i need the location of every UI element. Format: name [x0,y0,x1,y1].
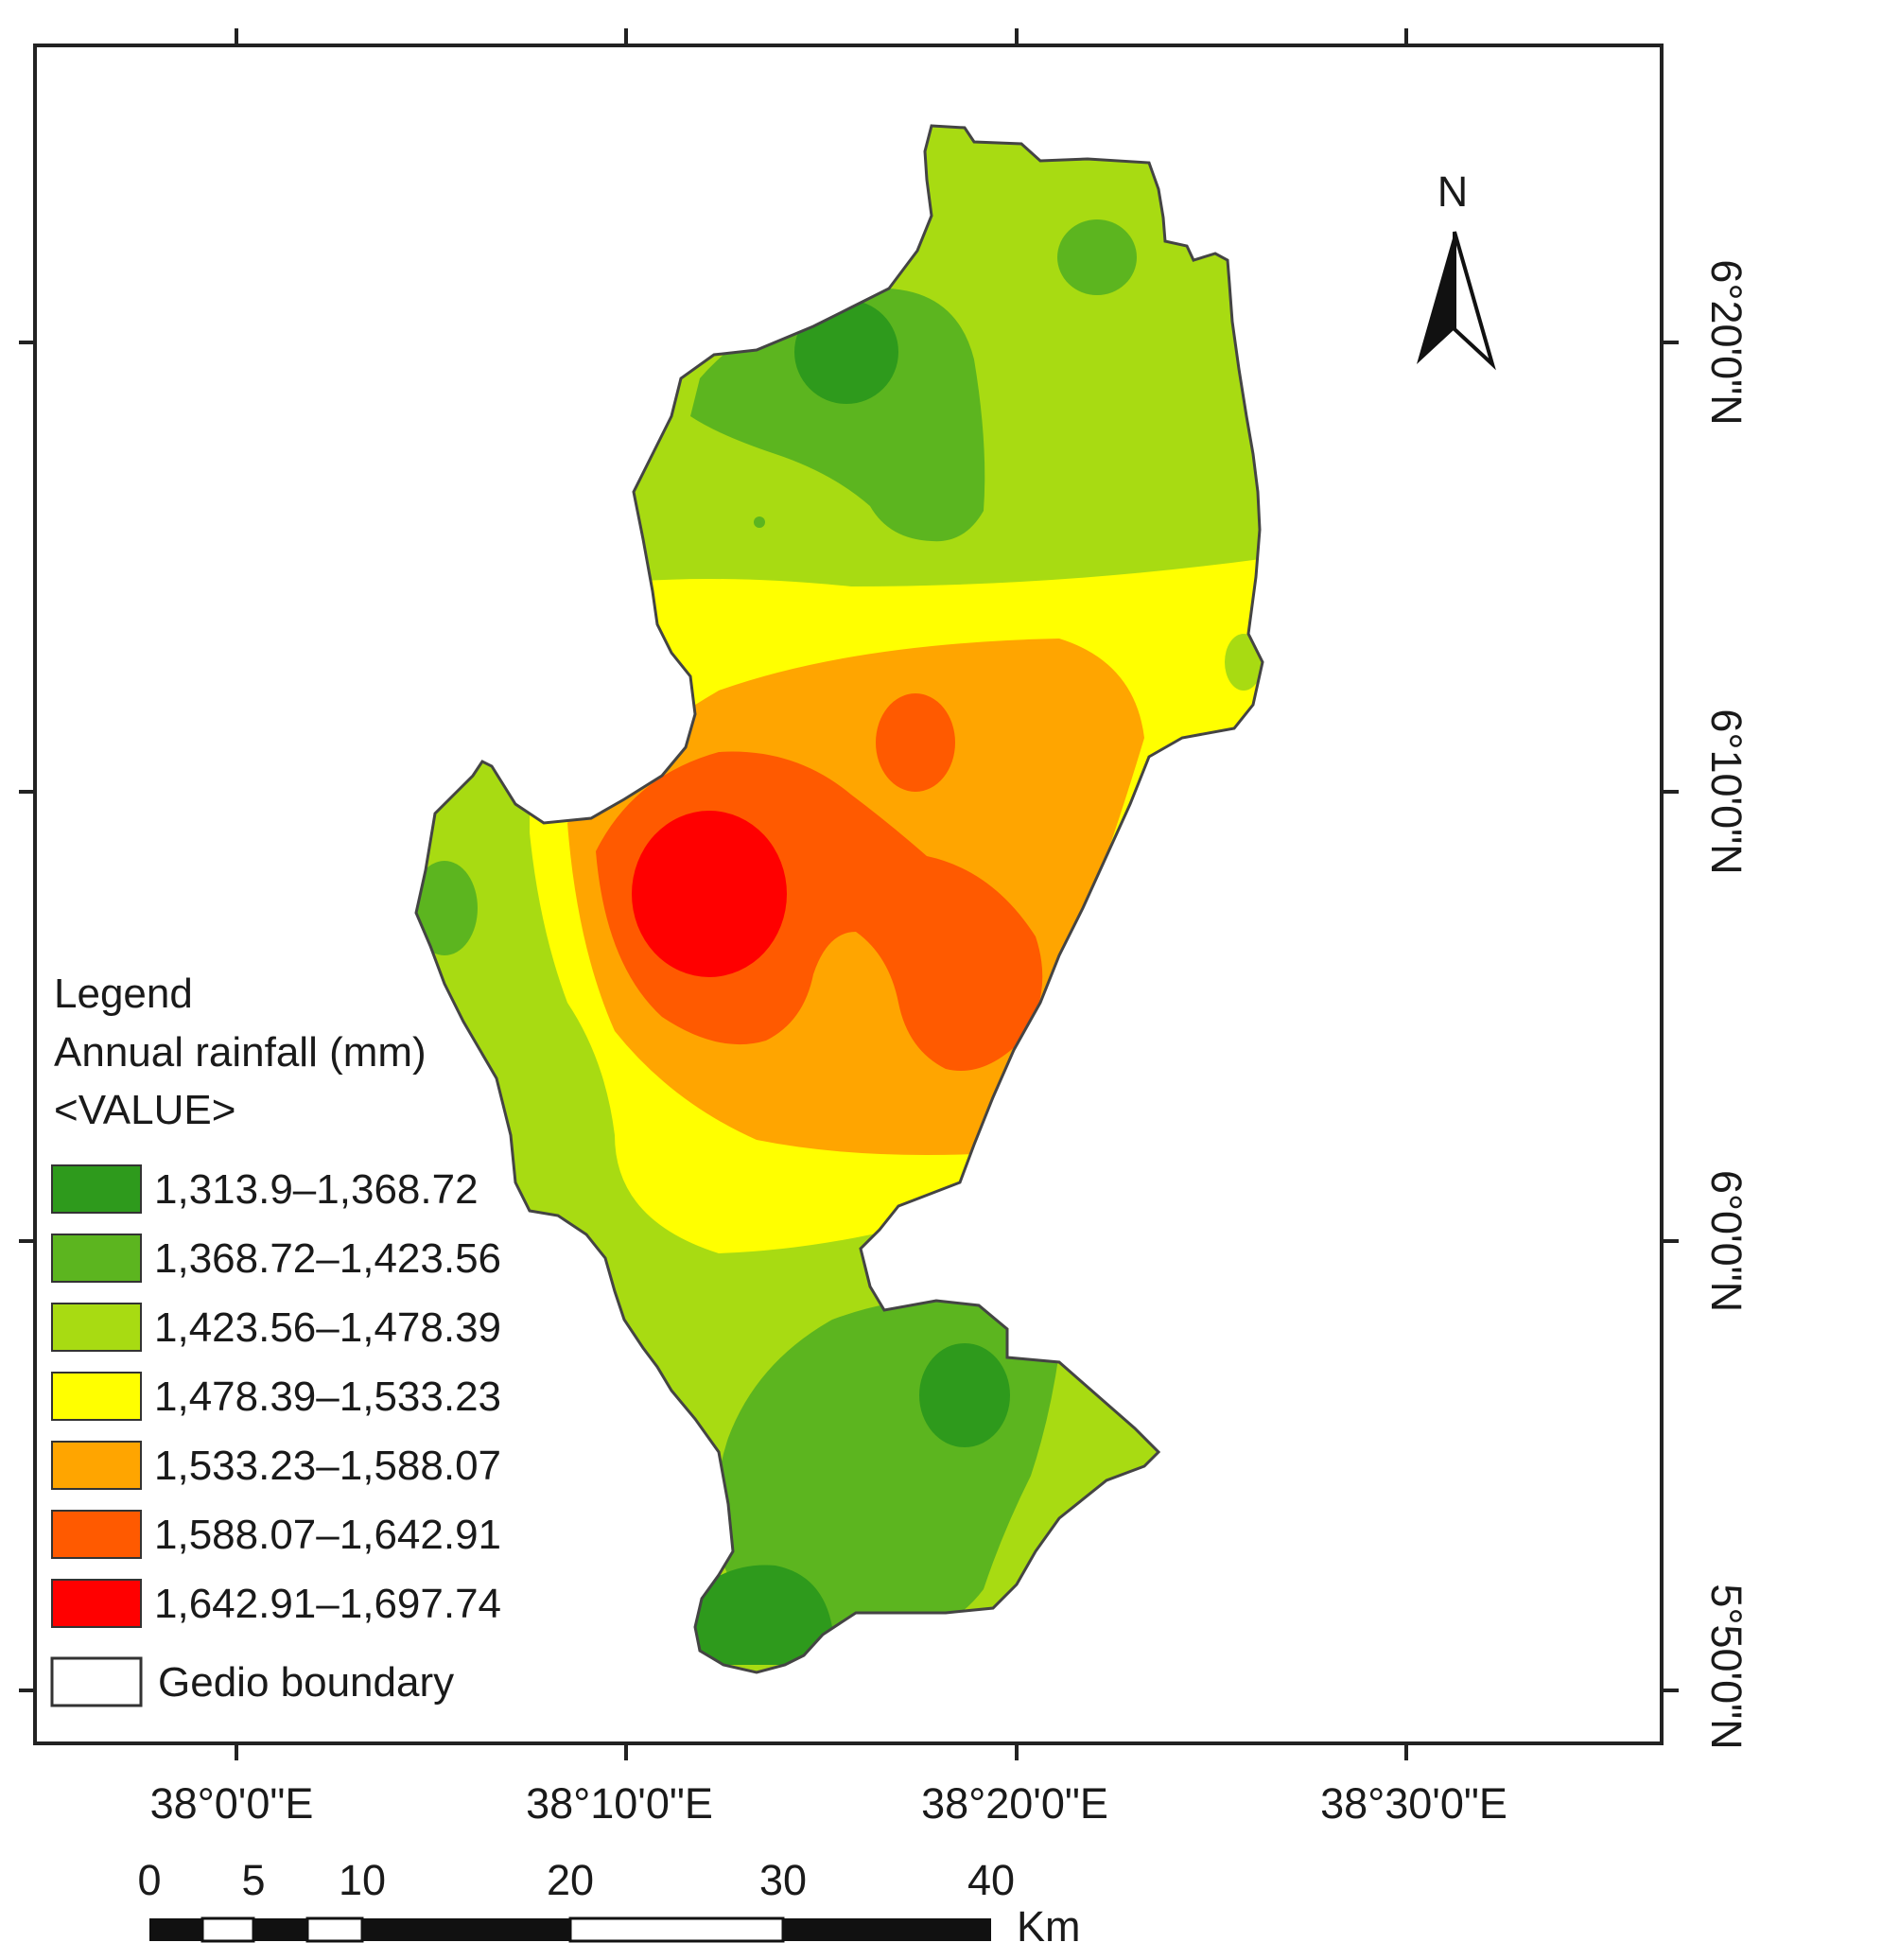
scale-tick-40: 40 [967,1856,1015,1904]
scale-bar: 0 5 10 20 30 40 Km [137,1856,1080,1951]
scale-tick-5: 5 [241,1856,265,1904]
scale-tick-10: 10 [339,1856,386,1904]
zone-dark-south [681,1565,832,1665]
graticule-ticks [19,28,1679,1760]
scale-seg-1 [149,1918,202,1941]
zone-red [632,811,787,977]
legend-swatch-boundary [50,1656,143,1707]
legend-label-1: 1,313.9–1,368.72 [154,1166,479,1213]
legend-swatch-7 [51,1579,142,1628]
lon-label-38-10: 38°10'0"E [526,1779,713,1828]
lat-label-6-10: 6°10'0"N [1702,709,1751,874]
legend-title: Annual rainfall (mm) [54,1029,427,1076]
scale-seg-7 [783,1918,991,1941]
legend-label-4: 1,478.39–1,533.23 [154,1374,501,1420]
legend-swatch-2 [51,1234,142,1283]
lon-label-38-00: 38°0'0"E [150,1779,314,1828]
scale-seg-4 [305,1916,364,1943]
scale-seg-2 [200,1916,255,1943]
lon-label-38-20: 38°20'0"E [921,1779,1108,1828]
north-arrow-left-half [1417,232,1455,364]
scale-tick-20: 20 [547,1856,594,1904]
north-arrow: N [1417,167,1496,371]
north-label: N [1437,167,1469,216]
zone-green-west [416,861,478,955]
scale-seg-6 [568,1916,785,1943]
zone-green-dot [754,516,765,528]
zone-dark-south-east [919,1343,1010,1447]
zone-green-east-edge [1225,634,1263,691]
scale-tick-30: 30 [759,1856,807,1904]
legend-field: <VALUE> [54,1087,235,1133]
legend-label-7: 1,642.91–1,697.74 [154,1581,501,1627]
lat-label-5-50: 5°50'0"N [1702,1584,1751,1749]
scale-tick-0: 0 [137,1856,161,1904]
legend-swatch-3 [51,1303,142,1352]
lat-label-6-00: 6°0'0"N [1702,1170,1751,1312]
lon-label-38-30: 38°30'0"E [1320,1779,1507,1828]
legend-label-5: 1,533.23–1,588.07 [154,1443,501,1489]
legend-heading: Legend [54,971,193,1017]
zone-green-ne [1057,219,1137,295]
legend-swatch-5 [51,1441,142,1490]
lat-label-6-20: 6°20'0"N [1702,259,1751,425]
legend-label-6: 1,588.07–1,642.91 [154,1512,501,1558]
legend-swatch-4 [51,1372,142,1421]
legend: Legend Annual rainfall (mm) <VALUE> 1,31… [50,971,501,1707]
legend-label-2: 1,368.72–1,423.56 [154,1235,501,1282]
legend-label-3: 1,423.56–1,478.39 [154,1304,501,1351]
scale-seg-3 [253,1918,307,1941]
scale-unit: Km [1017,1902,1081,1951]
scale-seg-5 [362,1918,570,1941]
legend-label-boundary: Gedio boundary [158,1659,454,1706]
zone-green-north [690,288,985,542]
zone-dark-north [794,300,898,404]
zone-orange-red-spot [876,693,955,792]
gedio-boundary [414,124,1264,1674]
north-arrow-right-half [1453,231,1496,371]
legend-swatch-1 [51,1164,142,1214]
legend-swatch-6 [51,1510,142,1559]
